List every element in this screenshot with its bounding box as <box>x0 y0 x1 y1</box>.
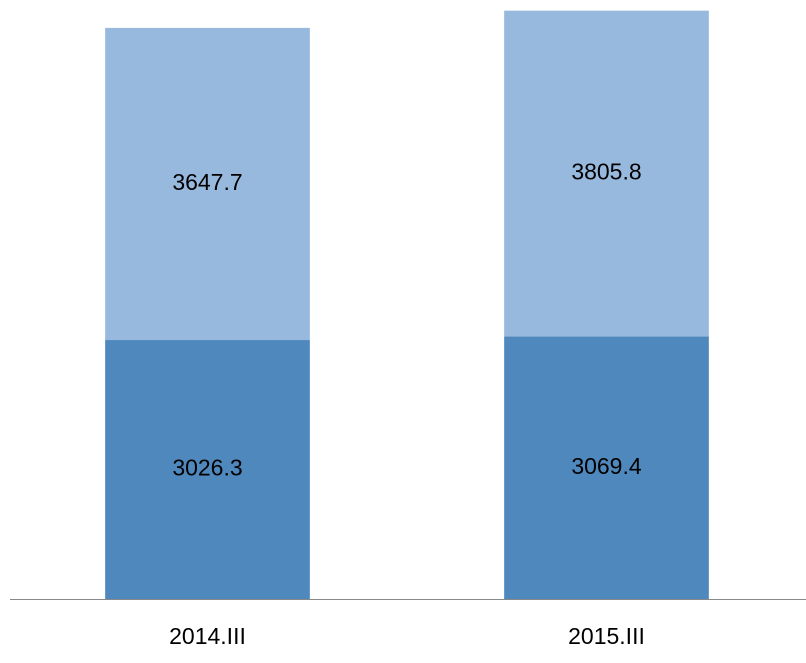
value-label: 3805.8 <box>571 159 641 185</box>
value-label: 3069.4 <box>571 453 642 479</box>
bar-segment <box>105 340 310 599</box>
x-tick-label: 2015.III <box>568 623 645 649</box>
bar-segment <box>105 27 310 341</box>
value-label: 3647.7 <box>172 169 242 195</box>
bar-segment <box>504 336 709 599</box>
value-label: 3026.3 <box>172 455 242 481</box>
bar-segment <box>504 10 709 337</box>
x-tick-label: 2014.III <box>169 623 246 649</box>
